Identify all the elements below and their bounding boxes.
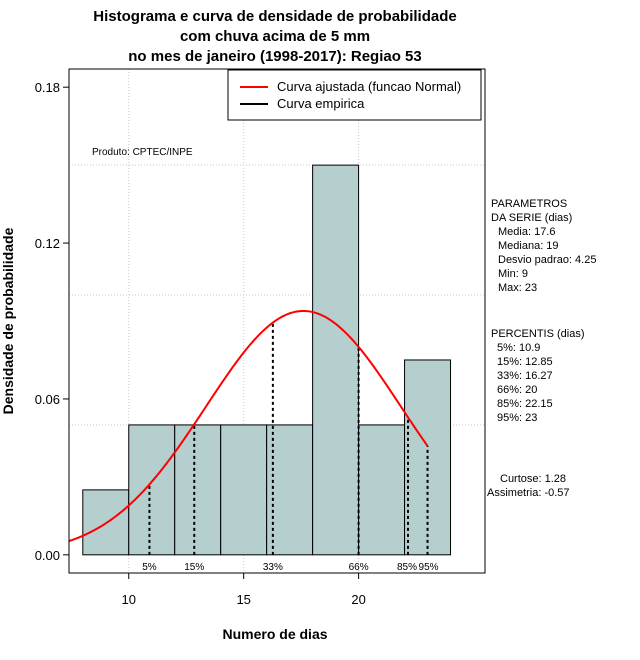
assimetria-text: Assimetria: -0.57	[487, 487, 570, 499]
param-line: PARAMETROS	[491, 198, 567, 210]
param-line: Max: 23	[498, 282, 537, 294]
legend-label-fitted: Curva ajustada (funcao Normal)	[277, 79, 461, 94]
percentil-line: PERCENTIS (dias)	[491, 328, 585, 340]
x-tick-label: 15	[236, 592, 250, 607]
histogram-bar	[220, 424, 268, 556]
legend-label-empirical: Curva empirica	[277, 96, 365, 111]
x-tick-label: 20	[351, 592, 365, 607]
percentile-labels: 5% 15% 33% 66% 85% 95%	[142, 562, 438, 573]
percentil-line: 66%: 20	[497, 384, 537, 396]
y-tick-label: 0.18	[35, 80, 60, 95]
percentil-line: 33%: 16.27	[497, 370, 553, 382]
title-line-1: Histograma e curva de densidade de proba…	[93, 8, 456, 25]
y-tick-label: 0.06	[35, 392, 60, 407]
percentile-label: 95%	[419, 562, 439, 573]
histogram-bar	[358, 424, 406, 556]
percentil-line: 95%: 23	[497, 412, 537, 424]
percentile-label: 85%	[397, 562, 417, 573]
title-line-3: no mes de janeiro (1998-2017): Regiao 53	[128, 48, 421, 65]
histogram-bars	[82, 164, 452, 556]
x-axis-title: Numero de dias	[222, 626, 327, 642]
histogram-bar	[312, 164, 360, 556]
percentile-markers	[148, 322, 429, 555]
chart-title: Histograma e curva de densidade de proba…	[93, 8, 456, 65]
percentil-line: 5%: 10.9	[497, 342, 540, 354]
side-panel-percentis: PERCENTIS (dias) 5%: 10.9 15%: 12.85 33%…	[491, 328, 585, 424]
param-line: Media: 17.6	[498, 226, 555, 238]
x-axis: 10 15 20	[122, 573, 366, 607]
side-panel-shape: Curtose: 1.28 Assimetria: -0.57	[487, 473, 570, 499]
y-axis-title: Densidade de probabilidade	[0, 227, 16, 414]
percentile-label: 33%	[263, 562, 283, 573]
side-panel-parametros: PARAMETROS DA SERIE (dias) Media: 17.6 M…	[491, 198, 596, 294]
histogram-bar	[266, 424, 314, 556]
percentil-line: 15%: 12.85	[497, 356, 553, 368]
normal-curve	[68, 309, 429, 543]
percentile-label: 15%	[184, 562, 204, 573]
percentile-label: 5%	[142, 562, 157, 573]
param-line: Mediana: 19	[498, 240, 559, 252]
percentil-line: 85%: 22.15	[497, 398, 553, 410]
curtose-text: Curtose: 1.28	[500, 473, 566, 485]
produto-annotation: Produto: CPTEC/INPE	[92, 147, 193, 158]
percentile-label: 66%	[349, 562, 369, 573]
param-line: Min: 9	[498, 268, 528, 280]
x-tick-label: 10	[122, 592, 136, 607]
histogram-bar	[174, 424, 222, 556]
legend-box	[227, 69, 482, 121]
title-line-2: com chuva acima de 5 mm	[180, 28, 370, 45]
y-tick-label: 0.00	[35, 548, 60, 563]
y-axis: 0.00 0.06 0.12 0.18	[35, 80, 69, 563]
histogram-bar	[128, 424, 176, 556]
legend: Curva ajustada (funcao Normal) Curva emp…	[227, 69, 482, 121]
param-line: Desvio padrao: 4.25	[498, 254, 596, 266]
plot-frame	[68, 68, 486, 574]
param-line: DA SERIE (dias)	[491, 212, 572, 224]
y-tick-label: 0.12	[35, 236, 60, 251]
